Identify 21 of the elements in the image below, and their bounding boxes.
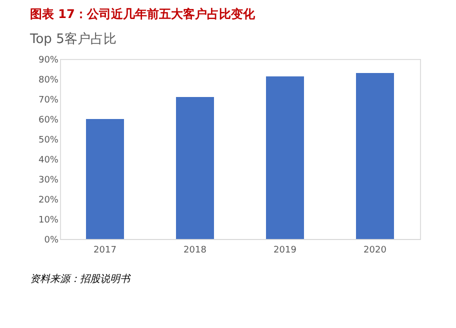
y-tick-label: 30% xyxy=(38,176,59,186)
y-tick-label: 80% xyxy=(38,76,59,86)
y-tick-label: 40% xyxy=(38,156,59,166)
y-tick-label: 60% xyxy=(38,116,59,126)
bar xyxy=(266,76,304,239)
x-tick-label: 2020 xyxy=(364,246,387,256)
bar xyxy=(356,73,394,239)
y-tick-label: 90% xyxy=(38,56,59,66)
y-tick-label: 20% xyxy=(38,196,59,206)
x-tick-label: 2017 xyxy=(94,246,116,256)
y-tick-label: 0% xyxy=(44,236,59,246)
x-tick-label: 2018 xyxy=(184,246,207,256)
bar xyxy=(176,97,214,239)
chart-subtitle: Top 5客户占比 xyxy=(29,31,116,47)
y-tick-label: 70% xyxy=(38,96,59,106)
chart-title: 图表 17：公司近几年前五大客户占比变化 xyxy=(30,7,256,21)
bar xyxy=(86,119,124,239)
x-tick-label: 2019 xyxy=(274,246,297,256)
y-tick-label: 50% xyxy=(38,136,59,146)
y-tick-label: 10% xyxy=(38,216,59,226)
text: 资料来源：招股说明书 xyxy=(30,273,131,285)
